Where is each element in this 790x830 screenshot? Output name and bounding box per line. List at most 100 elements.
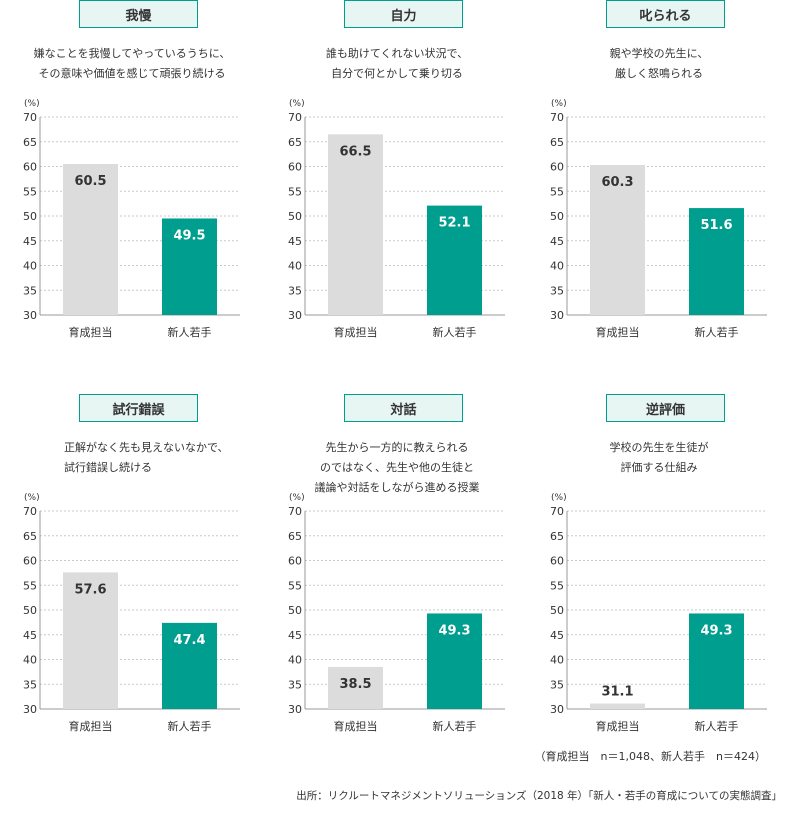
y-tick-label: 30 <box>288 309 302 322</box>
y-tick-label: 60 <box>288 161 302 174</box>
y-tick-label: 45 <box>550 235 564 248</box>
x-category-label: 新人若手 <box>168 719 212 733</box>
chart-panel: 叱られる 親や学校の先生に、 厳しく怒鳴られる (%) 70 65 60 55 50 45 40 35… <box>527 0 790 355</box>
y-tick-label: 50 <box>23 210 37 223</box>
chart-title: 叱られる <box>606 0 725 28</box>
y-tick-label: 70 <box>550 505 564 518</box>
bar-newcomer <box>162 218 217 315</box>
chart-description: 誰も助けてくれない状況で、 自分で何とかして乗り切る <box>265 44 529 84</box>
description-line: その意味や価値を感じて頑張り続ける <box>38 67 226 80</box>
description-line: 嫌なことを我慢してやっているうちに、 <box>33 47 231 60</box>
y-tick-label: 55 <box>23 579 37 592</box>
description-line: 先生から一方的に教えられる <box>325 441 469 454</box>
y-tick-label: 70 <box>288 111 302 124</box>
y-tick-label: 65 <box>288 136 302 149</box>
bar-newcomer <box>689 613 744 709</box>
y-tick-label: 55 <box>23 185 37 198</box>
y-tick-label: 40 <box>288 654 302 667</box>
y-tick-label: 45 <box>288 629 302 642</box>
y-axis-unit: (%) <box>24 99 40 109</box>
sample-size-note: （育成担当 n＝1,048、新人若手 n＝424） <box>534 750 766 763</box>
x-category-label: 育成担当 <box>596 325 640 339</box>
y-tick-label: 35 <box>288 678 302 691</box>
y-tick-label: 50 <box>23 604 37 617</box>
bar-value-label: 49.5 <box>173 228 205 243</box>
y-tick-label: 35 <box>23 284 37 297</box>
y-tick-label: 55 <box>288 579 302 592</box>
y-axis-unit: (%) <box>551 493 567 503</box>
y-tick-label: 45 <box>23 629 37 642</box>
y-tick-label: 45 <box>288 235 302 248</box>
description-line: 親や学校の先生に、 <box>609 47 709 60</box>
chart-description: 正解がなく先も見えないなかで、 試行錯誤し続ける <box>64 438 264 478</box>
description-line: 自分で何とかして乗り切る <box>331 67 463 80</box>
bar-chart: (%) 70 65 60 55 50 45 40 35 30 60.3 育成担当 51.6 新人若手 <box>550 99 767 339</box>
bar-chart: (%) 70 65 60 55 50 45 40 35 30 66.5 育成担当 52.1 新人若手 <box>288 99 505 339</box>
bar-teacher <box>328 134 383 315</box>
bar-value-label: 66.5 <box>339 144 371 159</box>
chart-title: 我慢 <box>79 0 198 28</box>
chart-description: 嫌なことを我慢してやっているうちに、 その意味や価値を感じて頑張り続ける <box>0 44 264 84</box>
chart-panel: 対話 先生から一方的に教えられる のではなく、先生や他の生徒と 議論や対話をしながら進… <box>265 394 529 749</box>
x-category-label: 育成担当 <box>69 719 113 733</box>
chart-title: 自力 <box>344 0 463 28</box>
y-axis-unit: (%) <box>24 493 40 503</box>
y-tick-label: 70 <box>550 111 564 124</box>
chart-title: 試行錯誤 <box>79 394 198 422</box>
y-tick-label: 65 <box>23 136 37 149</box>
bar-newcomer <box>689 208 744 315</box>
bar-value-label: 49.3 <box>438 623 470 638</box>
y-tick-label: 60 <box>550 555 564 568</box>
y-tick-label: 55 <box>550 185 564 198</box>
bar-value-label: 47.4 <box>173 633 205 648</box>
y-tick-label: 60 <box>550 161 564 174</box>
y-tick-label: 65 <box>23 530 37 543</box>
y-tick-label: 35 <box>550 678 564 691</box>
y-tick-label: 50 <box>288 210 302 223</box>
bar-chart: (%) 70 65 60 55 50 45 40 35 30 38.5 育成担当 49.3 新人若手 <box>288 493 505 733</box>
y-tick-label: 45 <box>23 235 37 248</box>
description-line: 評価する仕組み <box>620 461 698 474</box>
bar-teacher <box>590 703 645 709</box>
bar-teacher <box>590 165 645 315</box>
chart-panel: 逆評価 学校の先生を生徒が 評価する仕組み (%) 70 65 60 55 50 45 40 35 30… <box>527 394 790 749</box>
description-line: 正解がなく先も見えないなかで、 <box>64 441 229 454</box>
y-tick-label: 40 <box>550 654 564 667</box>
y-tick-label: 40 <box>550 260 564 273</box>
bar-newcomer <box>162 622 217 709</box>
x-category-label: 育成担当 <box>596 719 640 733</box>
chart-panel: 試行錯誤 正解がなく先も見えないなかで、 試行錯誤し続ける (%) 70 65 60 55 50… <box>0 394 264 749</box>
y-axis-unit: (%) <box>551 99 567 109</box>
y-tick-label: 50 <box>288 604 302 617</box>
x-category-label: 育成担当 <box>334 325 378 339</box>
y-tick-label: 65 <box>550 136 564 149</box>
bar-chart: (%) 70 65 60 55 50 45 40 35 30 57.6 育成担当 47.4 新人若手 <box>23 493 240 733</box>
description-line: 厳しく怒鳴られる <box>615 67 703 80</box>
description-line: 学校の先生を生徒が <box>609 441 709 454</box>
description-line: のではなく、先生や他の生徒と <box>320 461 474 474</box>
y-tick-label: 65 <box>550 530 564 543</box>
y-tick-label: 65 <box>288 530 302 543</box>
y-tick-label: 70 <box>23 111 37 124</box>
bar-value-label: 51.6 <box>700 218 732 233</box>
y-axis-unit: (%) <box>289 493 305 503</box>
x-category-label: 新人若手 <box>168 325 212 339</box>
y-tick-label: 35 <box>23 678 37 691</box>
bar-value-label: 52.1 <box>438 216 470 231</box>
chart-title: 逆評価 <box>606 394 725 422</box>
bar-chart: (%) 70 65 60 55 50 45 40 35 30 60.5 育成担当 49.5 新人若手 <box>23 99 240 339</box>
bar-value-label: 49.3 <box>700 623 732 638</box>
y-tick-label: 55 <box>550 579 564 592</box>
description-line: 試行錯誤し続ける <box>64 461 152 474</box>
source-citation: 出所：リクルートマネジメントソリューションズ（2018 年）「新人・若手の育成に… <box>296 790 782 802</box>
bar-value-label: 60.3 <box>601 175 633 190</box>
bar-value-label: 31.1 <box>601 685 633 700</box>
x-category-label: 育成担当 <box>334 719 378 733</box>
y-tick-label: 70 <box>288 505 302 518</box>
bar-teacher <box>328 666 383 709</box>
y-tick-label: 55 <box>288 185 302 198</box>
y-tick-label: 40 <box>23 260 37 273</box>
y-tick-label: 30 <box>550 703 564 716</box>
y-tick-label: 30 <box>288 703 302 716</box>
chart-description: 先生から一方的に教えられる のではなく、先生や他の生徒と 議論や対話をしながら進める… <box>265 438 529 498</box>
